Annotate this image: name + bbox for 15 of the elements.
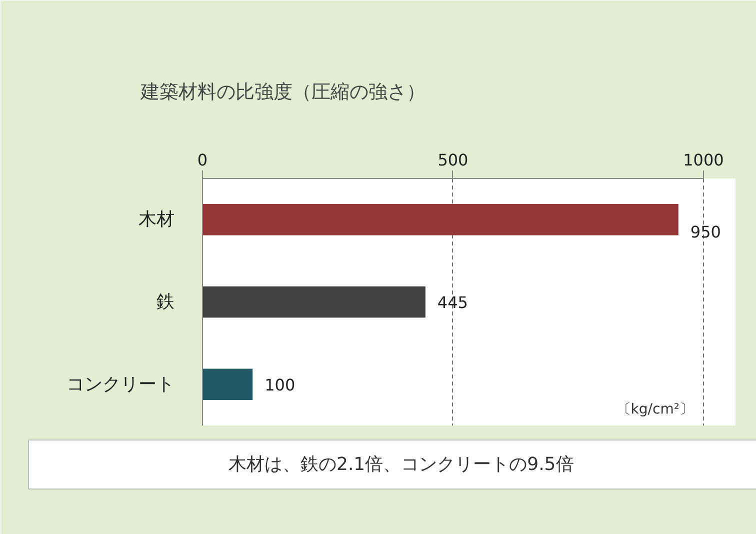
- bar: [202, 204, 678, 236]
- x-tick-label: 500: [438, 150, 468, 170]
- chart-title: 建築材料の比強度（圧縮の強さ）: [140, 81, 426, 103]
- x-tick-label: 1000: [683, 150, 724, 170]
- bar: [202, 368, 253, 400]
- bar: [202, 286, 426, 318]
- x-axis-title: 〔kg/cm²〕: [616, 402, 694, 418]
- y-tick-label: コンクリート: [66, 374, 174, 395]
- text: 木材は、鉄の2.1倍、コンクリートの9.5倍: [228, 454, 574, 475]
- y-tick-label: 鉄: [156, 292, 174, 312]
- y-tick-label: 木材: [138, 209, 174, 230]
- data-label: 100: [264, 375, 296, 394]
- data-label: 445: [437, 293, 468, 312]
- x-tick-label: 0: [197, 150, 208, 170]
- data-label: 950: [690, 222, 721, 242]
